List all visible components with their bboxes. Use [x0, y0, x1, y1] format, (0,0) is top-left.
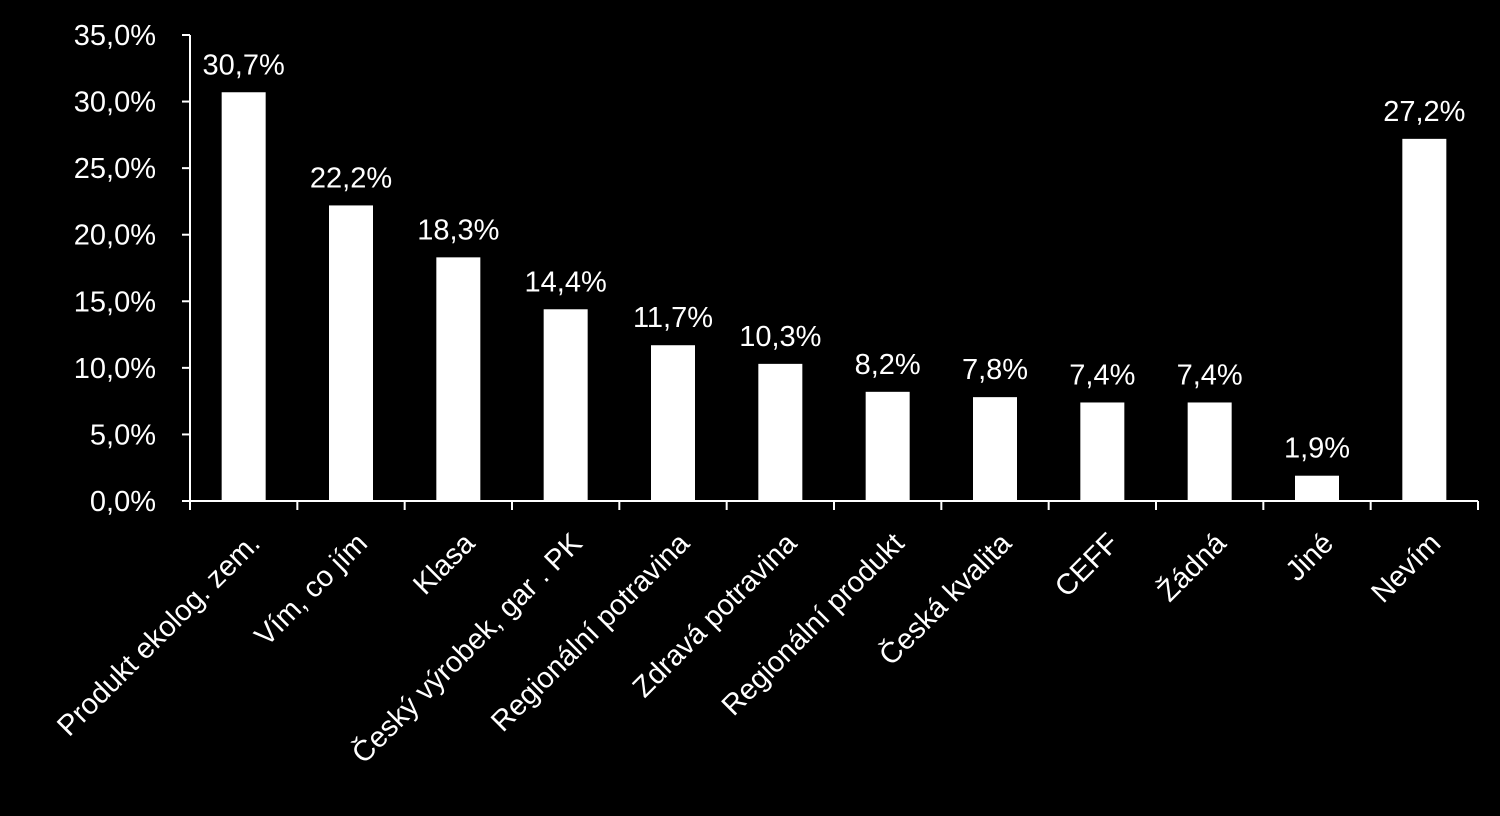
data-label: 7,8%: [962, 354, 1028, 386]
x-tick-label: CEFF: [1049, 527, 1125, 603]
y-tick-label: 20,0%: [74, 220, 156, 252]
bar: [1080, 402, 1125, 501]
x-tick-label: Regionální potravina: [485, 527, 696, 738]
bar: [221, 92, 266, 501]
x-tick-label: Produkt ekolog. zem.: [51, 527, 266, 742]
x-tick-label: Regionální produkt: [716, 527, 911, 722]
y-tick-label: 10,0%: [74, 353, 156, 385]
x-tick-label: Žádná: [1151, 526, 1233, 608]
bar: [543, 309, 588, 501]
data-label: 27,2%: [1383, 96, 1465, 128]
y-tick-label: 5,0%: [90, 419, 156, 451]
data-label: 14,4%: [525, 266, 607, 298]
x-tick-label: Klasa: [407, 527, 482, 602]
y-tick-label: 35,0%: [74, 20, 156, 52]
bar: [758, 363, 803, 501]
bar: [651, 345, 695, 501]
x-tick-label: Vím, co jím: [249, 527, 374, 652]
bar: [1295, 475, 1339, 501]
data-label: 11,7%: [633, 302, 713, 334]
data-label: 7,4%: [1069, 359, 1135, 391]
x-tick-label: Jiné: [1280, 527, 1340, 587]
data-label: 1,9%: [1284, 433, 1350, 465]
bar: [436, 257, 481, 501]
data-label: 8,2%: [855, 349, 921, 381]
bar: [973, 397, 1017, 501]
axes: [182, 34, 1479, 510]
bar: [1402, 138, 1447, 501]
bar: [1187, 402, 1232, 501]
y-tick-label: 25,0%: [74, 153, 156, 185]
y-tick-label: 0,0%: [90, 486, 156, 518]
y-tick-label: 30,0%: [74, 87, 156, 119]
bar: [329, 205, 373, 501]
data-label: 7,4%: [1177, 359, 1243, 391]
bar: [865, 391, 910, 501]
data-label: 22,2%: [310, 162, 392, 194]
y-tick-label: 15,0%: [74, 286, 156, 318]
data-label: 30,7%: [203, 49, 285, 81]
data-label: 18,3%: [417, 214, 499, 246]
bars: [221, 92, 1447, 501]
data-label: 10,3%: [739, 321, 821, 353]
x-tick-label: Nevím: [1365, 527, 1447, 609]
